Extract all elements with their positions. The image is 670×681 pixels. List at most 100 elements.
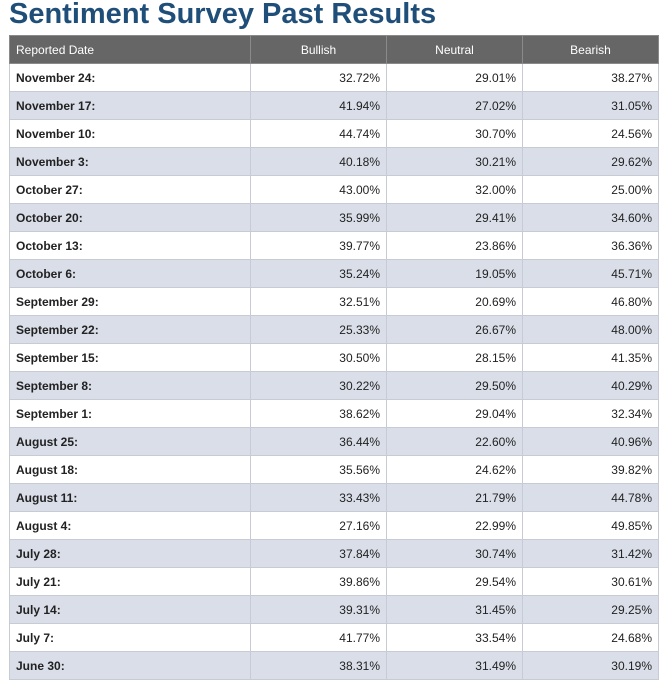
neutral-cell: 31.49% <box>386 651 523 680</box>
bearish-cell: 39.82% <box>522 455 659 484</box>
bearish-cell: 31.05% <box>522 91 659 120</box>
table-row: August 4: 27.16% 22.99% 49.85% <box>9 511 659 540</box>
neutral-cell: 27.02% <box>386 91 523 120</box>
neutral-cell: 24.62% <box>386 455 523 484</box>
date-cell: September 29: <box>9 287 251 316</box>
table-row: November 17: 41.94% 27.02% 31.05% <box>9 91 659 120</box>
neutral-cell: 23.86% <box>386 231 523 260</box>
bullish-cell: 39.77% <box>250 231 387 260</box>
bullish-cell: 35.56% <box>250 455 387 484</box>
bearish-cell: 32.34% <box>522 399 659 428</box>
bearish-cell: 38.27% <box>522 63 659 92</box>
bullish-cell: 30.22% <box>250 371 387 400</box>
date-cell: September 8: <box>9 371 251 400</box>
date-cell: July 21: <box>9 567 251 596</box>
table-row: November 10: 44.74% 30.70% 24.56% <box>9 119 659 148</box>
bearish-cell: 30.61% <box>522 567 659 596</box>
bullish-cell: 38.62% <box>250 399 387 428</box>
bullish-cell: 43.00% <box>250 175 387 204</box>
neutral-cell: 30.21% <box>386 147 523 176</box>
neutral-cell: 22.99% <box>386 511 523 540</box>
bullish-cell: 32.72% <box>250 63 387 92</box>
bearish-cell: 40.29% <box>522 371 659 400</box>
neutral-cell: 26.67% <box>386 315 523 344</box>
date-cell: November 3: <box>9 147 251 176</box>
bullish-cell: 35.24% <box>250 259 387 288</box>
table-row: July 21: 39.86% 29.54% 30.61% <box>9 567 659 596</box>
bearish-cell: 44.78% <box>522 483 659 512</box>
neutral-cell: 19.05% <box>386 259 523 288</box>
bearish-cell: 24.56% <box>522 119 659 148</box>
bearish-cell: 29.62% <box>522 147 659 176</box>
table-row: September 22: 25.33% 26.67% 48.00% <box>9 315 659 344</box>
neutral-cell: 22.60% <box>386 427 523 456</box>
date-cell: July 28: <box>9 539 251 568</box>
table-row: October 6: 35.24% 19.05% 45.71% <box>9 259 659 288</box>
date-cell: June 30: <box>9 651 251 680</box>
date-cell: October 6: <box>9 259 251 288</box>
table-row: June 30: 38.31% 31.49% 30.19% <box>9 651 659 680</box>
bearish-cell: 40.96% <box>522 427 659 456</box>
table-row: November 3: 40.18% 30.21% 29.62% <box>9 147 659 176</box>
date-cell: August 11: <box>9 483 251 512</box>
table-row: October 13: 39.77% 23.86% 36.36% <box>9 231 659 260</box>
bearish-cell: 31.42% <box>522 539 659 568</box>
bullish-cell: 33.43% <box>250 483 387 512</box>
neutral-cell: 29.50% <box>386 371 523 400</box>
neutral-cell: 31.45% <box>386 595 523 624</box>
neutral-cell: 28.15% <box>386 343 523 372</box>
column-header-neutral[interactable]: Neutral <box>386 35 523 64</box>
column-header-bullish[interactable]: Bullish <box>250 35 387 64</box>
table-row: September 15: 30.50% 28.15% 41.35% <box>9 343 659 372</box>
table-row: September 29: 32.51% 20.69% 46.80% <box>9 287 659 316</box>
date-cell: July 7: <box>9 623 251 652</box>
bearish-cell: 30.19% <box>522 651 659 680</box>
table-row: September 1: 38.62% 29.04% 32.34% <box>9 399 659 428</box>
neutral-cell: 30.70% <box>386 119 523 148</box>
bullish-cell: 44.74% <box>250 119 387 148</box>
bearish-cell: 49.85% <box>522 511 659 540</box>
bullish-cell: 37.84% <box>250 539 387 568</box>
bearish-cell: 45.71% <box>522 259 659 288</box>
date-cell: November 24: <box>9 63 251 92</box>
neutral-cell: 30.74% <box>386 539 523 568</box>
neutral-cell: 29.41% <box>386 203 523 232</box>
page-title: Sentiment Survey Past Results <box>9 0 437 30</box>
column-header-bearish[interactable]: Bearish <box>522 35 659 64</box>
bearish-cell: 46.80% <box>522 287 659 316</box>
neutral-cell: 20.69% <box>386 287 523 316</box>
table-row: October 27: 43.00% 32.00% 25.00% <box>9 175 659 204</box>
table-row: August 18: 35.56% 24.62% 39.82% <box>9 455 659 484</box>
date-cell: September 22: <box>9 315 251 344</box>
date-cell: July 14: <box>9 595 251 624</box>
bearish-cell: 48.00% <box>522 315 659 344</box>
bearish-cell: 29.25% <box>522 595 659 624</box>
bullish-cell: 25.33% <box>250 315 387 344</box>
bullish-cell: 40.18% <box>250 147 387 176</box>
bullish-cell: 32.51% <box>250 287 387 316</box>
date-cell: August 25: <box>9 427 251 456</box>
date-cell: August 18: <box>9 455 251 484</box>
column-header-reported-date[interactable]: Reported Date <box>9 35 251 64</box>
table-row: August 25: 36.44% 22.60% 40.96% <box>9 427 659 456</box>
table-row: July 7: 41.77% 33.54% 24.68% <box>9 623 659 652</box>
table-row: July 28: 37.84% 30.74% 31.42% <box>9 539 659 568</box>
date-cell: November 10: <box>9 119 251 148</box>
date-cell: August 4: <box>9 511 251 540</box>
bullish-cell: 35.99% <box>250 203 387 232</box>
neutral-cell: 21.79% <box>386 483 523 512</box>
bearish-cell: 24.68% <box>522 623 659 652</box>
bullish-cell: 39.86% <box>250 567 387 596</box>
date-cell: September 15: <box>9 343 251 372</box>
bullish-cell: 27.16% <box>250 511 387 540</box>
bearish-cell: 41.35% <box>522 343 659 372</box>
table-row: September 8: 30.22% 29.50% 40.29% <box>9 371 659 400</box>
bearish-cell: 34.60% <box>522 203 659 232</box>
date-cell: November 17: <box>9 91 251 120</box>
date-cell: September 1: <box>9 399 251 428</box>
bullish-cell: 41.94% <box>250 91 387 120</box>
table-body: November 24: 32.72% 29.01% 38.27% November 1… <box>9 63 659 680</box>
sentiment-results-table: Reported Date Bullish Neutral Bearish No… <box>9 35 659 680</box>
neutral-cell: 29.01% <box>386 63 523 92</box>
table-row: November 24: 32.72% 29.01% 38.27% <box>9 63 659 92</box>
